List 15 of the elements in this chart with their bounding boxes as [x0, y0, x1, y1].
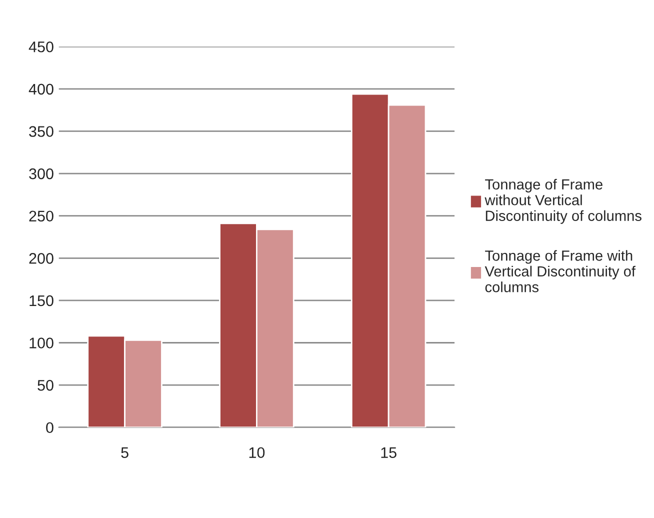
y-tick-label: 100 [30, 338, 54, 348]
y-tick-label: 150 [30, 295, 54, 306]
y-tick-label: 0 [46, 422, 54, 434]
y-tick-label: 400 [28, 84, 54, 95]
legend-label: Tonnage of Frame without Vertical Discontinuity of columns [484, 178, 642, 224]
y-tick-label: 250 [29, 210, 54, 222]
y-tick-label: 50 [38, 380, 54, 391]
y-tick-label: 200 [29, 253, 54, 264]
y-tick-label: 450 [28, 41, 54, 52]
x-tick-label: 15 [381, 447, 396, 458]
legend-label: Tonnage of Frame with Vertical Discontinuity of columns [484, 250, 636, 292]
y-tick-label: 350 [29, 126, 54, 137]
y-tick-label: 300 [29, 168, 54, 180]
x-tick-label: 10 [249, 447, 265, 458]
x-tick-label: 5 [121, 447, 128, 458]
